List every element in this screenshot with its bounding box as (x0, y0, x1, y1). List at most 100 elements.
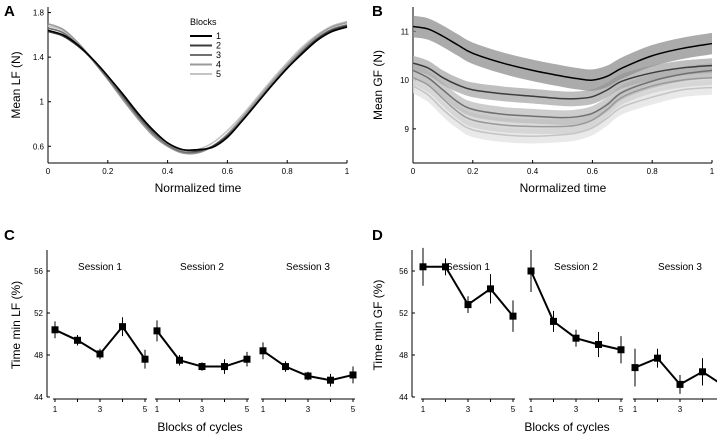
data-point (96, 350, 104, 358)
data-point (327, 376, 334, 384)
x-tick-label: 0.4 (162, 167, 174, 176)
data-point (676, 380, 684, 388)
y-tick-label: 1.4 (33, 53, 45, 62)
x-tick-label: 0 (46, 167, 51, 176)
y-tick-label: 1.8 (33, 9, 45, 18)
lf-line-block-1 (47, 26, 348, 152)
x-tick-label: 1 (261, 405, 266, 414)
legend-label-3: 3 (216, 50, 221, 60)
data-point (221, 363, 228, 371)
x-tick-label: 3 (678, 405, 683, 414)
legend-label-2: 2 (216, 41, 221, 51)
x-tick-label: 0.4 (527, 167, 539, 176)
panel-c-sessions: Session 1 1 3 5 Session 2 1 3 5 Session 3 1 3 5 (51, 262, 357, 414)
y-tick-label: 10 (400, 76, 409, 85)
x-tick-label: 1 (710, 167, 715, 176)
y-tick-label: 11 (401, 27, 410, 36)
data-point (243, 355, 251, 363)
session-2-group: Session 2 1 3 5 (153, 262, 251, 414)
data-point (419, 263, 427, 271)
panel-a-mean-lf: 0.6 1 1.4 1.8 0 0.2 0.4 0.6 0.8 1 Normalized tim… (9, 7, 350, 195)
y-tick-label: 48 (399, 351, 408, 360)
x-tick-label: 3 (466, 405, 471, 414)
session-2-group: Session 2 1 3 5 (527, 250, 625, 414)
panel-d-y-ticks: 44 48 52 56 (399, 267, 415, 402)
x-tick-label: 5 (619, 405, 624, 414)
panel-b-y-label: Mean GF (N) (371, 50, 385, 120)
session-1-title: Session 1 (446, 262, 490, 273)
panel-label-d: D (372, 227, 383, 244)
x-tick-label: 0.2 (102, 167, 114, 176)
panel-label-b: B (372, 3, 383, 20)
panel-b-series (412, 25, 713, 137)
panel-b-x-label: Normalized time (520, 181, 607, 195)
data-point (487, 285, 494, 293)
gf-line-block-3 (412, 69, 713, 119)
data-point (51, 326, 59, 334)
panel-label-a: A (4, 3, 15, 20)
x-tick-label: 0 (411, 167, 416, 176)
x-tick-label: 1 (155, 405, 160, 414)
panel-c-y-label: Time min LF (%) (9, 281, 23, 369)
data-point (464, 301, 472, 309)
panel-d-y-label: Time min GF (%) (371, 280, 385, 371)
x-tick-label: 1 (633, 405, 638, 414)
data-point (259, 347, 267, 355)
session-3-title: Session 3 (286, 262, 330, 273)
data-point (699, 368, 706, 376)
session-2-line (156, 330, 248, 368)
x-tick-label: 5 (351, 405, 356, 414)
y-tick-label: 56 (34, 267, 43, 276)
y-tick-label: 52 (399, 309, 408, 318)
y-tick-label: 52 (34, 309, 43, 318)
gf-band-block-3 (413, 63, 712, 125)
legend-label-4: 4 (216, 60, 221, 70)
legend-label-5: 5 (216, 69, 221, 79)
y-tick-label: 1 (40, 98, 45, 107)
x-tick-label: 0.6 (587, 167, 599, 176)
data-point (509, 312, 517, 320)
gf-line-block-4 (412, 76, 713, 128)
session-2-title: Session 2 (554, 262, 598, 273)
panel-d-x-label: Blocks of cycles (524, 420, 609, 434)
session-1-group: Session 1 1 3 5 (51, 262, 149, 414)
data-point (176, 356, 183, 364)
panel-a-y-ticks: 0.6 1 1.4 1.8 (33, 9, 51, 151)
panel-c-y-ticks: 44 48 52 56 (34, 267, 50, 402)
y-tick-label: 9 (405, 125, 410, 134)
data-point (153, 327, 161, 335)
data-point (282, 363, 289, 371)
gf-band-block-2 (413, 55, 712, 107)
x-tick-label: 0.8 (282, 167, 294, 176)
x-tick-label: 3 (98, 405, 103, 414)
panel-c-time-min-lf: 44 48 52 56 Session 1 1 3 5 Session 21 3 5 Session… (9, 250, 357, 434)
panel-a-series (47, 20, 348, 155)
x-tick-label: 1 (345, 167, 350, 176)
panel-c-x-label: Blocks of cycles (157, 420, 242, 434)
data-point (654, 354, 661, 362)
data-point (119, 323, 126, 331)
y-tick-label: 48 (34, 351, 43, 360)
data-point (617, 346, 625, 354)
data-point (198, 363, 206, 371)
data-point (349, 371, 357, 379)
data-point (595, 341, 602, 348)
x-tick-label: 3 (574, 405, 579, 414)
x-tick-label: 3 (306, 405, 311, 414)
data-point (442, 263, 449, 271)
x-tick-label: 0.6 (222, 167, 234, 176)
session-1-title: Session 1 (78, 262, 122, 273)
x-tick-label: 0.8 (647, 167, 659, 176)
y-tick-label: 44 (34, 393, 43, 402)
gf-line-block-5 (412, 85, 713, 137)
panel-b-mean-gf: 9 10 11 0 0.2 0.4 0.6 0.8 1 Normalized time Mea… (371, 7, 715, 195)
x-tick-label: 1 (421, 405, 426, 414)
lf-line-block-3 (47, 24, 348, 154)
x-tick-label: 1 (53, 405, 58, 414)
panel-b-x-ticks: 0 0.2 0.4 0.6 0.8 1 (411, 160, 715, 176)
